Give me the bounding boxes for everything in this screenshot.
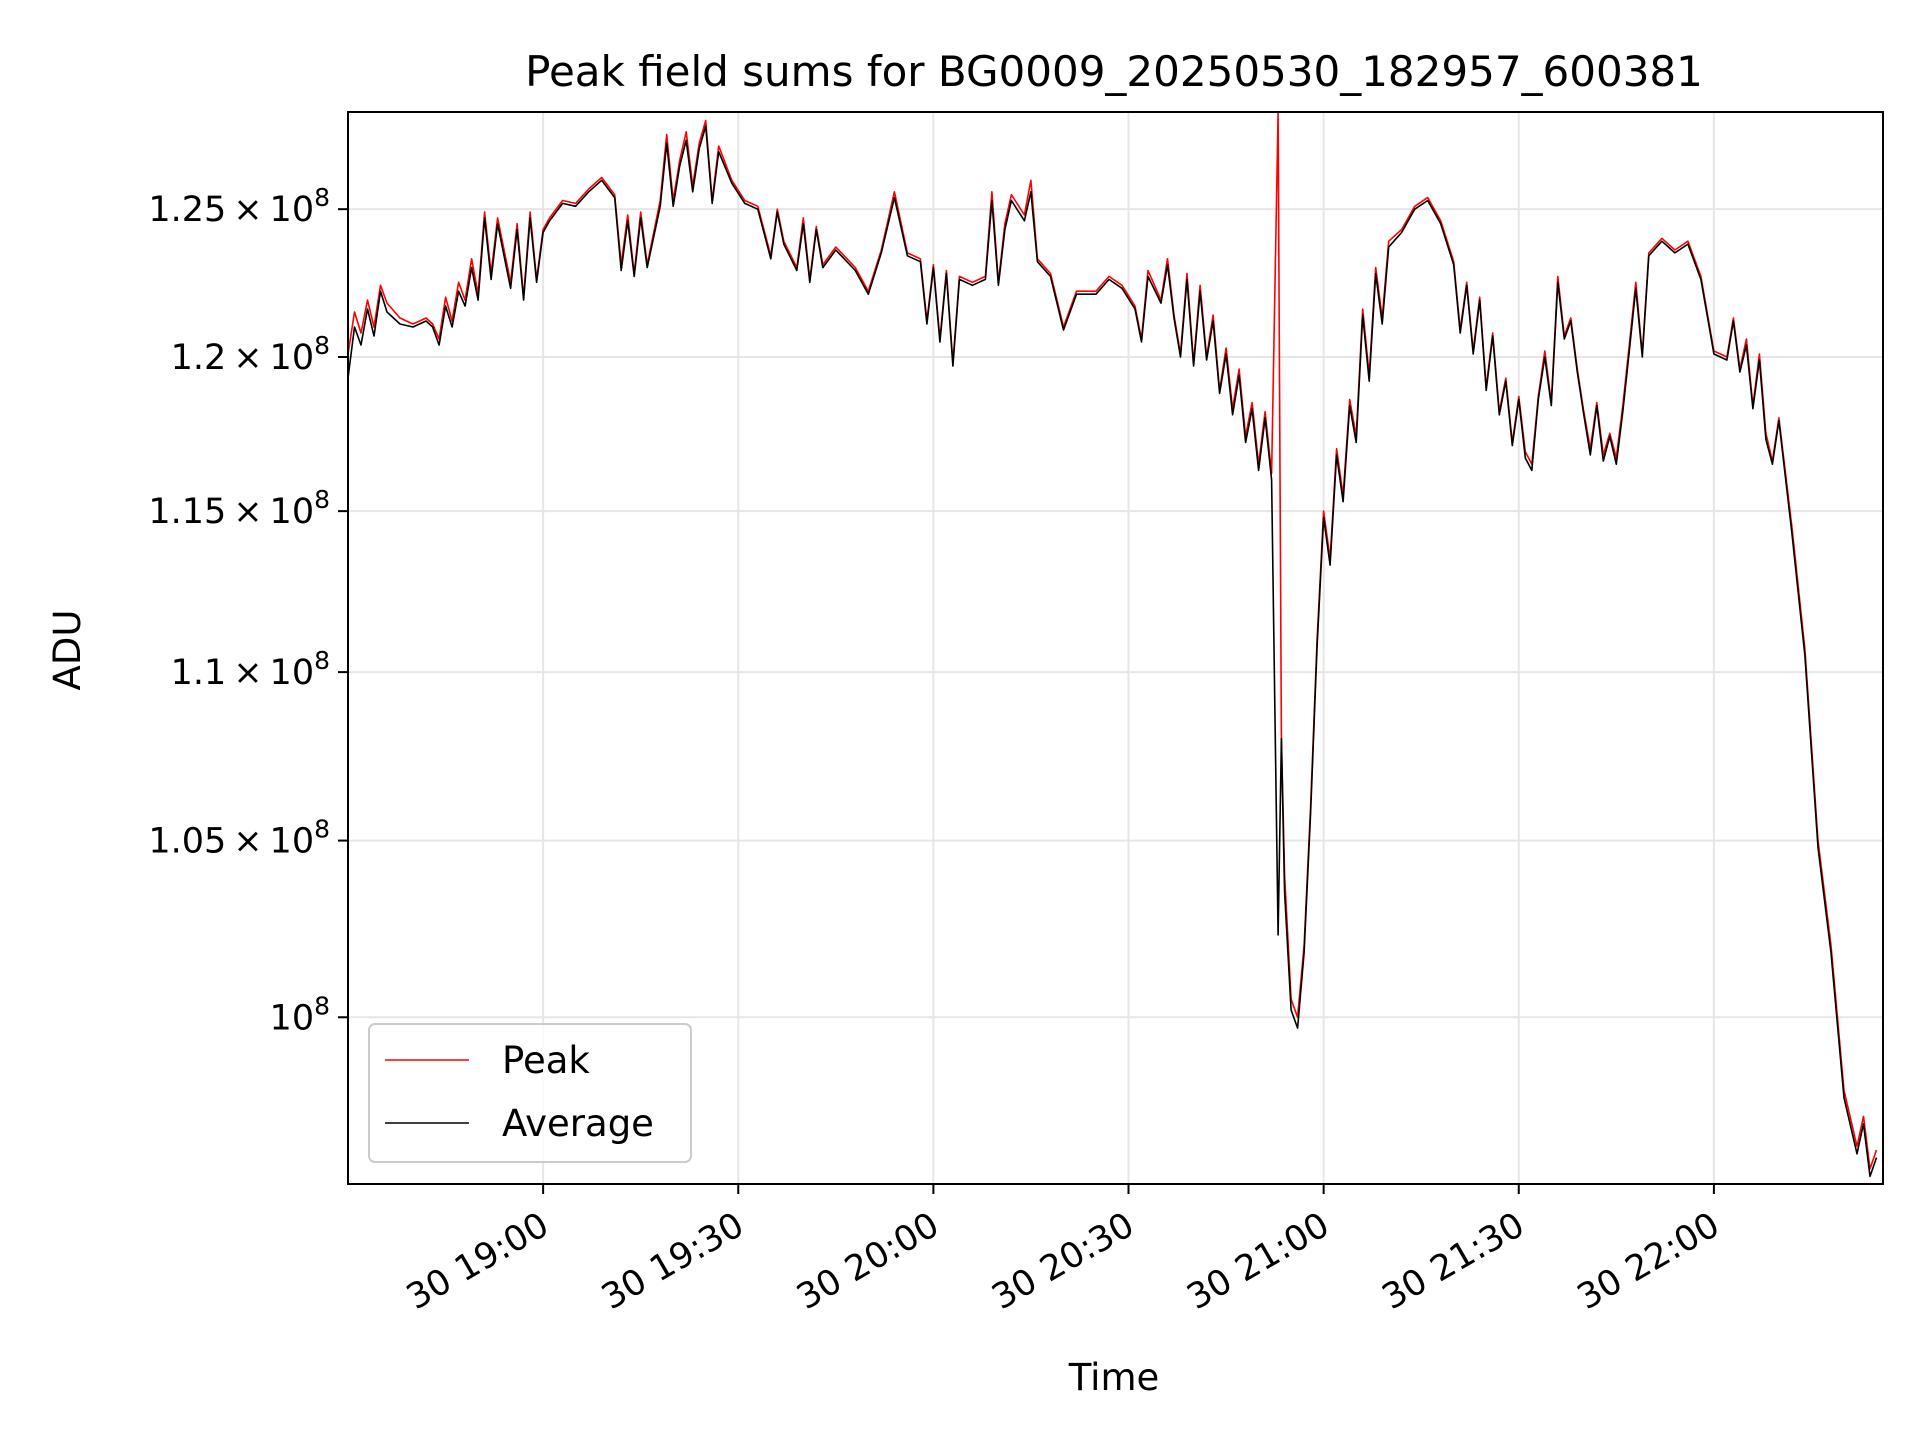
y-tick-label: 1.05 × 108 (148, 815, 330, 862)
y-axis-label: ADU (46, 610, 89, 691)
x-tick-label: 30 21:30 (1376, 1205, 1532, 1318)
series-line-average (347, 125, 1878, 1178)
legend-label-peak: Peak (502, 1039, 590, 1082)
x-tick-label: 30 22:00 (1571, 1205, 1727, 1318)
y-tick-label: 1.2 × 108 (171, 331, 330, 378)
series-layer (347, 111, 1878, 1178)
y-tick-label: 1.15 × 108 (148, 485, 330, 532)
y-axis: 1.25 × 108 1.2 × 108 1.15 × 108 1.1 × 108 1.… (148, 183, 348, 1038)
x-axis: 30 19:00 30 19:30 30 20:00 30 20:30 30 21:00… (400, 1184, 1726, 1318)
grid (348, 112, 1883, 1184)
y-tick-label: 1.25 × 108 (148, 183, 330, 230)
x-tick-label: 30 20:30 (985, 1205, 1141, 1318)
legend: Peak Average (368, 1023, 692, 1163)
plot-frame (347, 111, 1884, 1185)
legend-box (368, 1023, 692, 1163)
legend-label-average: Average (502, 1102, 654, 1145)
x-tick-label: 30 19:00 (400, 1205, 556, 1318)
x-tick-label: 30 20:00 (790, 1205, 946, 1318)
chart-title: Peak field sums for BG0009_20250530_1829… (525, 47, 1703, 96)
y-tick-label: 108 (270, 991, 330, 1038)
x-axis-label: Time (1068, 1356, 1160, 1399)
x-tick-label: 30 21:00 (1181, 1205, 1337, 1318)
y-tick-label: 1.1 × 108 (171, 646, 330, 693)
x-tick-label: 30 19:30 (595, 1205, 751, 1318)
